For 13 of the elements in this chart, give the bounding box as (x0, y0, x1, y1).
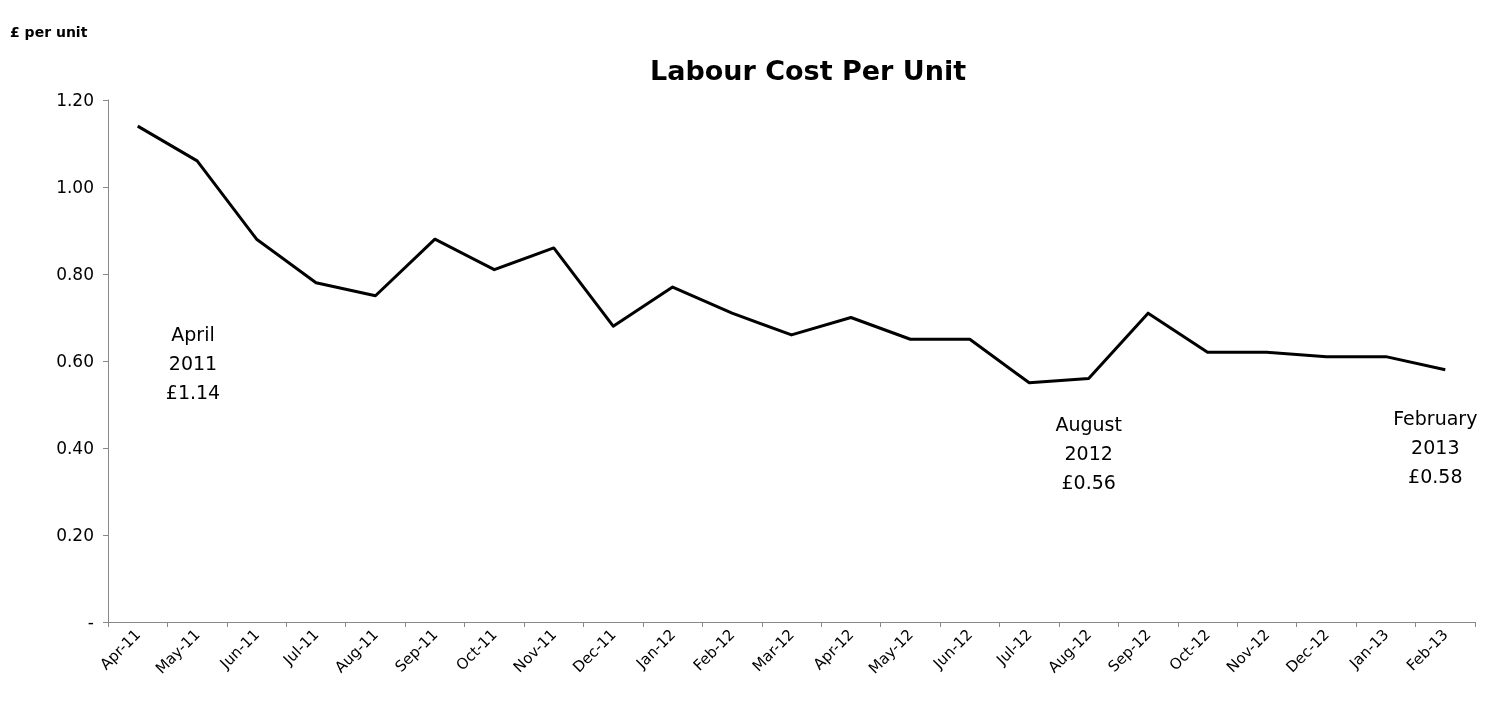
y-tick-label: 1.00 (56, 177, 94, 197)
y-tick-label: 0.20 (56, 525, 94, 545)
line-series (136, 124, 1447, 385)
y-tick-label: 0.40 (56, 438, 94, 458)
y-axis-title: £ per unit (10, 24, 88, 40)
annotation: April 2011 £1.14 (165, 323, 221, 403)
chart-title: Labour Cost Per Unit (649, 55, 967, 86)
annotation: February 2013 £0.58 (1393, 406, 1478, 487)
y-tick-label: 0.60 (56, 351, 94, 371)
y-tick-label: - (87, 612, 94, 632)
annotation: August 2012 £0.56 (1055, 413, 1122, 494)
y-tick-label: 0.80 (56, 264, 94, 284)
y-tick-label: 1.20 (56, 90, 94, 110)
